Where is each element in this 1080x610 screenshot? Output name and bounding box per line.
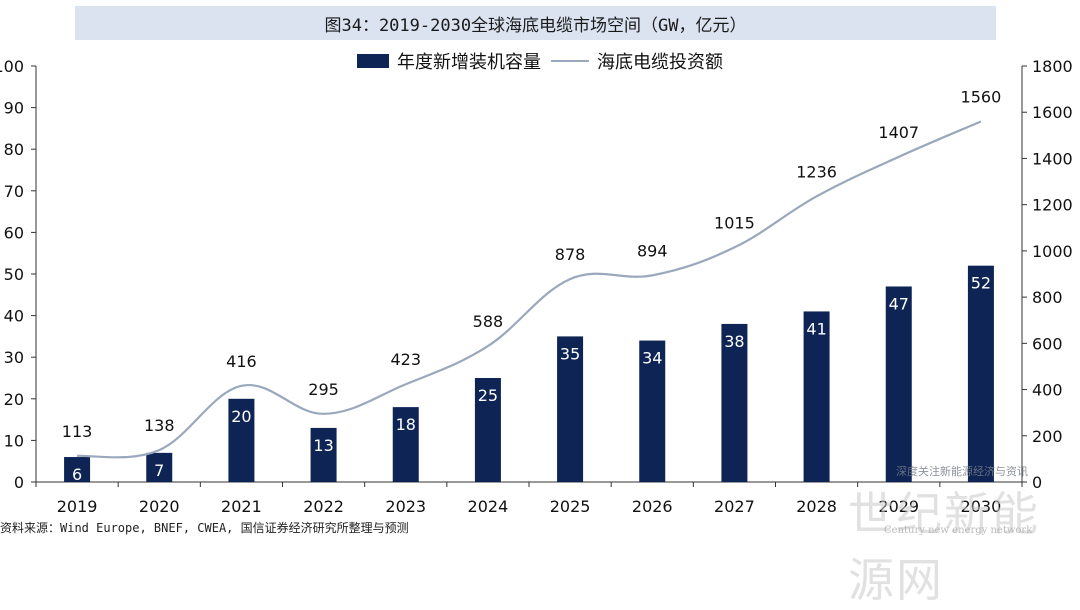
y-left-tick-label: 0 xyxy=(14,473,24,492)
bar xyxy=(803,311,830,482)
x-tick-label: 2024 xyxy=(468,497,509,516)
line-data-label: 295 xyxy=(308,380,339,399)
line-data-label: 894 xyxy=(637,241,668,260)
x-tick-label: 2027 xyxy=(714,497,755,516)
y-left-tick-label: 70 xyxy=(4,182,24,201)
bar xyxy=(967,265,994,482)
line-data-label: 1407 xyxy=(878,123,919,142)
legend-bar-label: 年度新增装机容量 xyxy=(397,52,541,73)
y-right-tick-label: 200 xyxy=(1032,427,1063,446)
bar-data-label: 34 xyxy=(642,349,662,368)
y-left-tick-label: 90 xyxy=(4,99,24,118)
bar-data-label: 41 xyxy=(806,319,826,338)
x-tick-label: 2021 xyxy=(221,497,262,516)
bar-data-label: 18 xyxy=(396,415,416,434)
y-right-tick-label: 1400 xyxy=(1032,149,1073,168)
bar xyxy=(392,407,419,482)
combo-chart: 0102030405060708090100020040060080010001… xyxy=(0,57,1073,516)
y-right-tick-label: 800 xyxy=(1032,288,1063,307)
x-tick-label: 2029 xyxy=(878,497,919,516)
source-note: 资料来源：Wind Europe, BNEF, CWEA, 国信证券经济研究所整… xyxy=(0,521,409,535)
y-right-tick-label: 1000 xyxy=(1032,242,1073,261)
y-right-tick-label: 0 xyxy=(1032,473,1042,492)
watermark-tagline: 深度关注新能源经济与资讯 xyxy=(896,465,1028,478)
y-right-tick-label: 1600 xyxy=(1032,103,1073,122)
line-data-label: 1236 xyxy=(796,162,837,181)
bar-data-label: 6 xyxy=(72,465,82,484)
investment-line xyxy=(77,120,982,459)
y-right-tick-label: 1800 xyxy=(1032,57,1073,76)
chart-legend: 年度新增装机容量 海底电缆投资额 xyxy=(0,48,1080,74)
bar-data-label: 35 xyxy=(560,344,580,363)
x-tick-label: 2023 xyxy=(385,497,426,516)
y-left-tick-label: 50 xyxy=(4,265,24,284)
legend-bar-swatch xyxy=(357,54,389,68)
legend-line-label: 海底电缆投资额 xyxy=(597,52,723,73)
line-data-label: 1015 xyxy=(714,213,755,232)
x-tick-label: 2026 xyxy=(632,497,673,516)
line-data-label: 588 xyxy=(473,312,504,331)
legend-item-line: 海底电缆投资额 xyxy=(551,48,723,74)
x-tick-label: 2030 xyxy=(961,497,1002,516)
x-tick-label: 2020 xyxy=(139,497,180,516)
y-left-tick-label: 30 xyxy=(4,348,24,367)
y-left-tick-label: 40 xyxy=(4,307,24,326)
line-data-label: 138 xyxy=(144,416,175,435)
bar xyxy=(64,457,91,482)
watermark-english: Century new energy network xyxy=(884,525,1033,536)
bar xyxy=(721,323,748,482)
line-data-label: 423 xyxy=(390,350,421,369)
bar-data-label: 25 xyxy=(478,386,498,405)
chart-title: 图34：2019-2030全球海底电缆市场空间（GW，亿元） xyxy=(75,6,996,40)
bar-data-label: 20 xyxy=(231,407,251,426)
y-left-tick-label: 60 xyxy=(4,223,24,242)
legend-item-bar: 年度新增装机容量 xyxy=(357,48,541,74)
bar-data-label: 13 xyxy=(313,436,333,455)
y-right-tick-label: 1200 xyxy=(1032,196,1073,215)
bar xyxy=(885,286,912,482)
bar xyxy=(474,378,501,482)
y-right-tick-label: 400 xyxy=(1032,381,1063,400)
legend-line-swatch xyxy=(551,60,589,62)
y-right-tick-label: 600 xyxy=(1032,334,1063,353)
watermark-logo-text: 世纪新能源网 xyxy=(848,487,1040,607)
x-tick-label: 2019 xyxy=(57,497,98,516)
bar xyxy=(228,398,255,482)
bar-data-label: 47 xyxy=(889,294,909,313)
chart-title-text: 图34：2019-2030全球海底电缆市场空间（GW，亿元） xyxy=(324,15,747,36)
bar-data-label: 38 xyxy=(724,332,744,351)
line-data-label: 416 xyxy=(226,352,257,371)
x-tick-label: 2028 xyxy=(796,497,837,516)
bar xyxy=(639,340,666,482)
y-left-tick-label: 80 xyxy=(4,140,24,159)
line-data-label: 113 xyxy=(62,422,93,441)
bar-data-label: 52 xyxy=(971,274,991,293)
y-left-tick-label: 20 xyxy=(4,390,24,409)
line-data-label: 878 xyxy=(555,245,586,264)
bar xyxy=(557,336,584,482)
bar xyxy=(310,427,337,482)
bar xyxy=(146,452,173,482)
line-data-label: 1560 xyxy=(961,87,1002,106)
y-left-tick-label: 100 xyxy=(0,57,24,76)
bar-data-label: 7 xyxy=(154,461,164,480)
x-tick-label: 2022 xyxy=(303,497,344,516)
y-left-tick-label: 10 xyxy=(4,431,24,450)
x-tick-label: 2025 xyxy=(550,497,591,516)
